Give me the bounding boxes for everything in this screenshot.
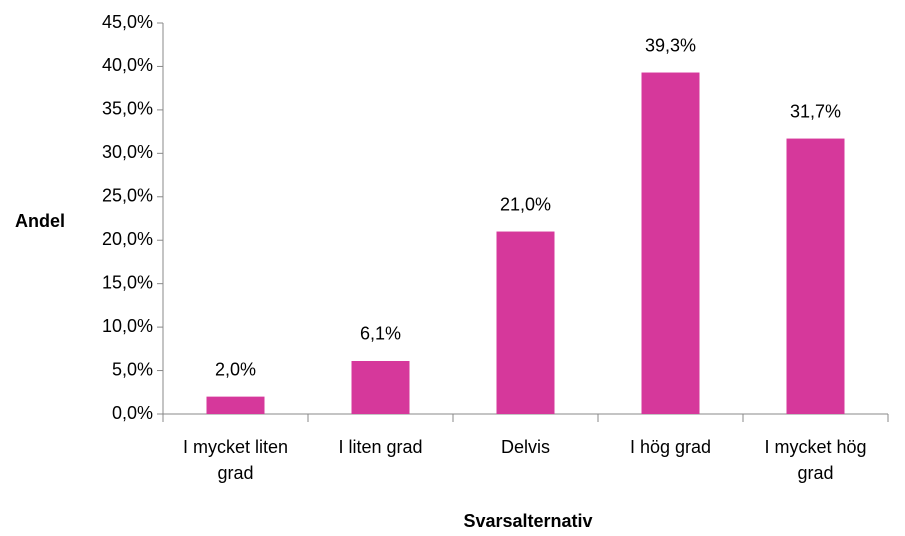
y-tick-label: 5,0%: [112, 359, 153, 379]
x-axis-label: Svarsalternativ: [463, 511, 592, 531]
y-tick-label: 35,0%: [102, 99, 153, 119]
data-label: 39,3%: [645, 35, 696, 55]
y-tick-label: 15,0%: [102, 272, 153, 292]
x-tick-label: I mycket liten grad: [182, 437, 289, 483]
data-label: 2,0%: [215, 359, 256, 379]
x-tick-label: I mycket hög grad: [764, 437, 867, 483]
bar: [786, 138, 845, 414]
y-tick-label: 45,0%: [102, 12, 153, 32]
y-tick-label: 10,0%: [102, 316, 153, 336]
x-tick-label: Delvis: [500, 437, 550, 457]
x-tick-label: I hög grad: [629, 437, 712, 457]
bar: [351, 360, 410, 414]
data-label: 21,0%: [500, 194, 551, 214]
y-tick-label: 40,0%: [102, 55, 153, 75]
data-label: 6,1%: [360, 324, 401, 344]
x-tick-label: I liten grad: [338, 437, 423, 457]
bar: [496, 231, 555, 414]
bar: [206, 396, 265, 414]
bar: [641, 72, 700, 414]
y-axis-label: Andel: [15, 211, 65, 231]
y-tick-label: 30,0%: [102, 142, 153, 162]
y-tick-label: 25,0%: [102, 186, 153, 206]
y-tick-label: 20,0%: [102, 229, 153, 249]
data-label: 31,7%: [790, 101, 841, 121]
y-tick-label: 0,0%: [112, 403, 153, 423]
